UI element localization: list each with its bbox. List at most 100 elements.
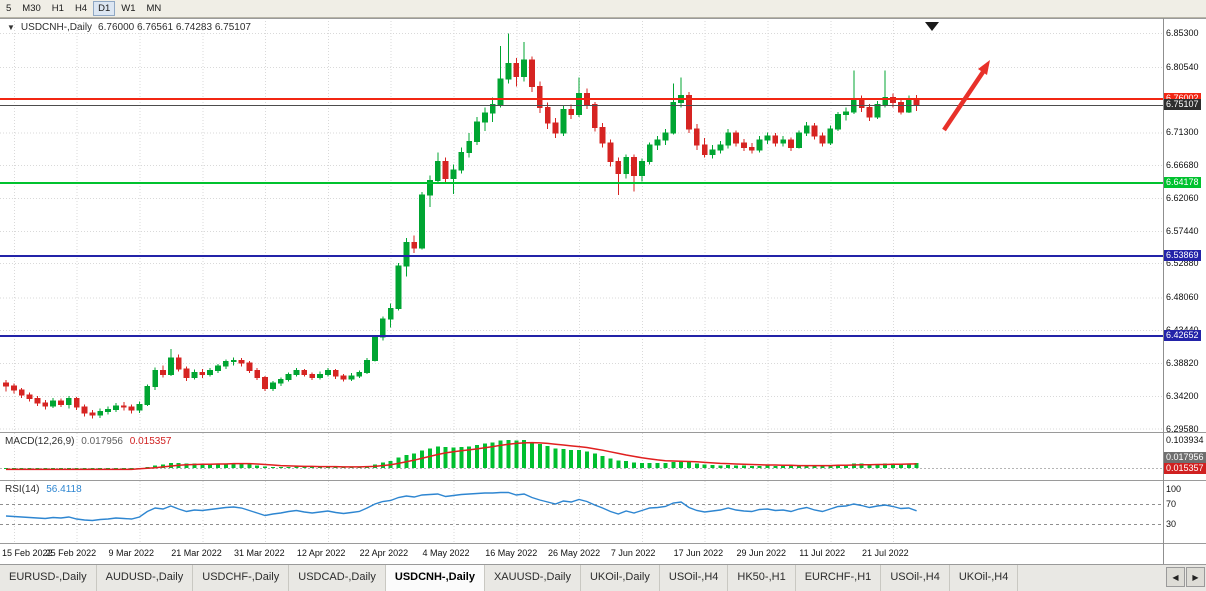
rsi-line (5, 491, 917, 522)
macd-histogram-bar (506, 439, 511, 468)
candle-body (835, 114, 842, 130)
candle-body (270, 382, 276, 390)
macd-panel[interactable] (0, 433, 1163, 480)
macd-signal-line (6, 441, 917, 471)
macd-histogram-bar (490, 442, 495, 468)
macd-histogram-bar (263, 466, 268, 468)
tab-usoil-h4[interactable]: USOil-,H4 (660, 565, 729, 591)
candle-body (262, 376, 268, 390)
candle-body (340, 375, 347, 380)
timeframe-button-m30[interactable]: M30 (17, 1, 45, 16)
chart-top-border (0, 18, 1206, 19)
macd-panel-separator[interactable] (0, 432, 1206, 433)
tabs-scroll-right-button[interactable]: ▶ (1186, 567, 1205, 587)
timeframe-button-w1[interactable]: W1 (116, 1, 140, 16)
time-axis-label: 12 Apr 2022 (296, 548, 346, 558)
time-axis-label: 25 Feb 2022 (45, 548, 97, 558)
price-level-badge: 6.75107 (1164, 99, 1201, 111)
candle-body (395, 265, 402, 309)
candle-body (26, 394, 33, 400)
trend-arrow-head[interactable] (978, 60, 990, 75)
candle-body (97, 410, 104, 416)
macd-histogram-bar (836, 465, 841, 468)
macd-histogram-bar (333, 466, 338, 468)
candle-body (120, 405, 127, 408)
candle-body (183, 368, 190, 378)
price-axis[interactable]: 6.85300 6.80540 6.71300 6.66680 6.62060 6.574… (1164, 18, 1206, 434)
down-triangle-marker-icon[interactable] (925, 22, 939, 31)
time-axis-label: 7 Jun 2022 (610, 548, 656, 558)
time-axis-label: 15 Feb 2022 (2, 548, 53, 558)
macd-histogram-bar (718, 465, 723, 468)
timeframe-button-h1[interactable]: H1 (47, 1, 69, 16)
candle-body (18, 389, 25, 396)
timeframe-button-5[interactable]: 5 (1, 1, 16, 16)
tab-xauusd-daily[interactable]: XAUUSD-,Daily (485, 565, 581, 591)
macd-histogram-bar (608, 458, 613, 468)
candle-body (803, 125, 810, 134)
macd-histogram-bar (239, 463, 244, 468)
rsi-panel-separator[interactable] (0, 480, 1206, 481)
chart-collapse-icon[interactable]: ▼ (7, 23, 15, 32)
macd-axis[interactable]: 0.103934 0.017956 0.015357 (1164, 433, 1206, 480)
macd-histogram-bar (914, 463, 919, 468)
rsi-panel[interactable] (0, 481, 1163, 543)
candle-body (246, 362, 253, 371)
macd-histogram-bar (828, 465, 833, 468)
tab-usoil-h4[interactable]: USOil-,H4 (881, 565, 950, 591)
macd-histogram-bar (184, 463, 189, 468)
time-axis[interactable]: 15 Feb 2022 25 Feb 2022 9 Mar 2022 21 Mar 2… (0, 544, 1163, 563)
macd-histogram-bar (632, 462, 636, 468)
candle-body (387, 307, 394, 320)
trend-arrow-line[interactable] (942, 70, 985, 132)
tab-audusd-daily[interactable]: AUDUSD-,Daily (97, 565, 194, 591)
macd-histogram-bar (459, 447, 464, 468)
price-tick-label: 6.34200 (1166, 390, 1199, 401)
tab-usdcad-daily[interactable]: USDCAD-,Daily (289, 565, 386, 591)
macd-histogram-bar (851, 463, 856, 468)
macd-histogram-bar (200, 463, 205, 468)
tab-eurusd-daily[interactable]: EURUSD-,Daily (0, 565, 97, 591)
candle-body (536, 85, 543, 109)
macd-histogram-bar (153, 465, 158, 468)
candle-body (646, 144, 653, 163)
macd-histogram-bar (467, 446, 472, 468)
macd-histogram-bar (812, 465, 817, 468)
candle-body (458, 151, 465, 171)
candle-body (3, 382, 9, 387)
tab-usdcnh-daily[interactable]: USDCNH-,Daily (385, 565, 485, 591)
candle-body (10, 385, 17, 391)
candle-body (348, 375, 355, 380)
candle-body (866, 107, 873, 118)
tab-hk50-h1[interactable]: HK50-,H1 (728, 565, 796, 591)
macd-histogram-bar (592, 453, 597, 468)
timeframe-button-d1[interactable]: D1 (93, 1, 116, 16)
time-axis-label: 22 Apr 2022 (359, 548, 409, 558)
candle-body (152, 369, 159, 388)
timeframe-button-h4[interactable]: H4 (70, 1, 92, 16)
time-axis-label: 16 May 2022 (485, 548, 538, 558)
tab-ukoil-h4[interactable]: UKOil-,H4 (950, 565, 1019, 591)
candle-body (293, 369, 300, 376)
rsi-axis[interactable]: 100 70 30 (1164, 481, 1206, 543)
tab-ukoil-daily[interactable]: UKOil-,Daily (581, 565, 660, 591)
macd-histogram-bar (475, 444, 479, 468)
candle-body (160, 369, 166, 376)
candle-body (670, 102, 677, 134)
macd-signal-badge: 0.015357 (1164, 462, 1206, 474)
candle-body (466, 141, 473, 153)
time-axis-label: 17 Jun 2022 (673, 548, 724, 558)
candle-body (222, 361, 229, 367)
tabs-scroll-left-button[interactable]: ◀ (1166, 567, 1185, 587)
timeframe-button-mn[interactable]: MN (142, 1, 167, 16)
candle-body (898, 102, 904, 113)
candle-body (309, 374, 316, 378)
price-chart[interactable] (0, 18, 1163, 432)
candle-body (529, 59, 535, 87)
tab-usdchf-daily[interactable]: USDCHF-,Daily (193, 565, 290, 591)
macd-histogram-bar (584, 451, 589, 468)
candle-body (615, 161, 622, 175)
tab-eurchf-h1[interactable]: EURCHF-,H1 (796, 565, 882, 591)
macd-histogram-bar (686, 462, 691, 468)
